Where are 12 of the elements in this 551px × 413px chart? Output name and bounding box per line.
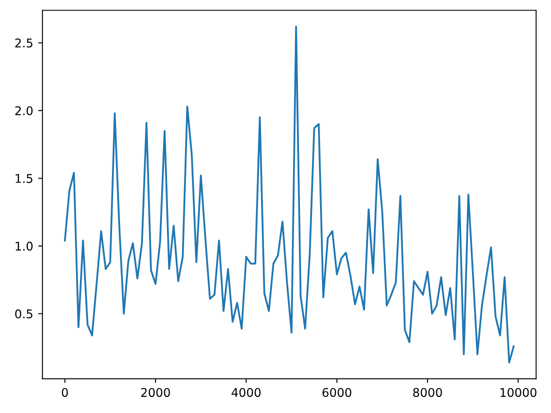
y-tick-label: 2.0 xyxy=(15,106,33,116)
y-tick-label: 0.5 xyxy=(15,309,32,318)
x-tick-label: 0 xyxy=(62,388,68,397)
y-tick-label: 1.0 xyxy=(16,242,33,251)
x-tick-label: 8000 xyxy=(413,388,442,397)
y-tick-label: 2.5 xyxy=(15,38,32,48)
x-tick-label: 4000 xyxy=(232,388,261,397)
line-series xyxy=(64,26,515,364)
x-tick-label: 10000 xyxy=(500,388,536,397)
x-tick-label: 6000 xyxy=(322,388,352,397)
x-tick-label: 2000 xyxy=(141,388,170,397)
y-tick-label: 1.5 xyxy=(16,174,32,183)
